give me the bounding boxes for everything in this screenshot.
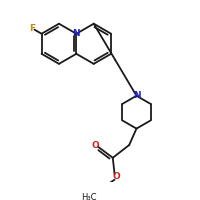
Text: H₃C: H₃C [81,193,97,200]
Text: O: O [113,172,120,181]
Text: N: N [133,91,140,100]
Text: F: F [29,24,35,33]
Text: N: N [73,29,80,38]
Text: O: O [92,141,99,150]
